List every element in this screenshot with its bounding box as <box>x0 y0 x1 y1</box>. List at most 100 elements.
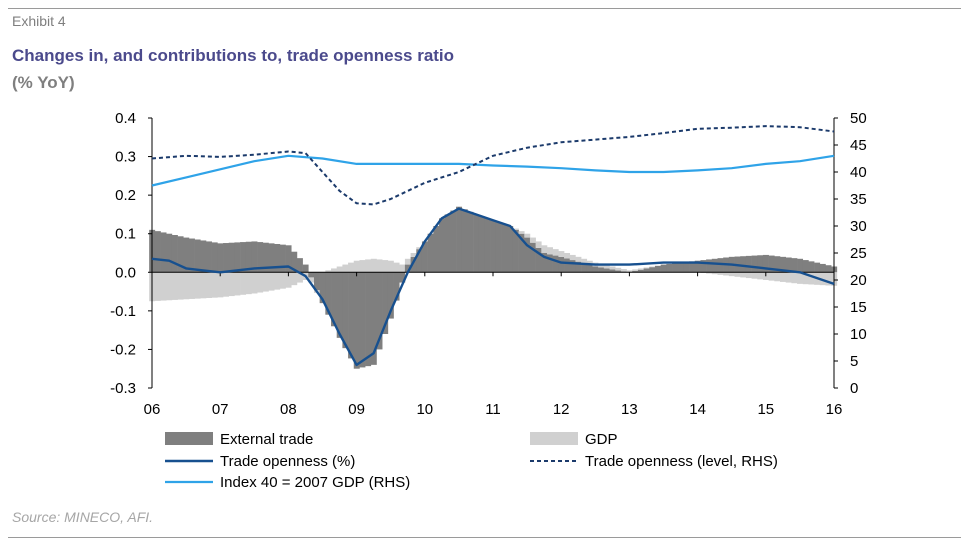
bar-external-trade <box>467 211 474 273</box>
chart-subtitle: (% YoY) <box>12 73 75 92</box>
bar-external-trade <box>745 255 752 273</box>
bar-gdp <box>808 272 815 285</box>
bar-external-trade <box>382 272 389 334</box>
bar-external-trade <box>399 272 406 283</box>
bar-external-trade <box>279 244 286 273</box>
series-line-index-gdp <box>151 154 835 187</box>
legend-label-trade-openness-level: Trade openness (level, RHS) <box>585 453 778 470</box>
legend-swatch-gdp <box>530 432 578 445</box>
bar-external-trade <box>689 261 696 273</box>
bar-external-trade <box>200 240 207 273</box>
bar-external-trade <box>512 229 519 273</box>
right-tick-label: 0 <box>850 380 858 397</box>
bar-gdp <box>825 272 832 286</box>
bar-external-trade <box>569 260 576 273</box>
bar-gdp <box>581 258 588 264</box>
bar-gdp <box>603 265 610 269</box>
bar-external-trade <box>529 242 536 273</box>
bar-external-trade <box>706 259 713 273</box>
line-layer <box>151 125 835 367</box>
bar-external-trade <box>188 238 195 273</box>
bar-external-trade <box>359 272 366 368</box>
bar-external-trade <box>819 263 826 273</box>
bar-external-trade <box>518 233 525 273</box>
bar-external-trade <box>342 272 349 349</box>
bar-gdp <box>546 247 553 255</box>
bar-external-trade <box>552 255 559 273</box>
bar-gdp <box>706 272 713 274</box>
bar-external-trade <box>780 256 786 273</box>
bar-gdp <box>325 270 332 273</box>
bar-external-trade <box>319 272 326 304</box>
bar-external-trade <box>234 242 241 273</box>
right-tick-label: 20 <box>850 272 867 289</box>
bar-gdp <box>518 231 525 234</box>
bar-external-trade <box>461 209 468 273</box>
bar-external-trade <box>541 253 548 273</box>
x-tick-label: 06 <box>144 401 161 418</box>
bar-gdp <box>166 272 173 301</box>
bar-external-trade <box>296 258 303 273</box>
bar-gdp <box>205 272 212 298</box>
right-tick-label: 30 <box>850 218 867 235</box>
bar-gdp <box>370 258 377 273</box>
left-tick-label: -0.1 <box>110 303 136 320</box>
bar-gdp <box>296 272 303 283</box>
bar-external-trade <box>274 244 281 273</box>
exhibit-label: Exhibit 4 <box>12 13 66 29</box>
bar-external-trade <box>456 206 463 273</box>
bar-external-trade <box>694 260 701 273</box>
bar-external-trade <box>762 254 769 273</box>
bar-gdp <box>717 272 724 275</box>
bar-external-trade <box>433 226 440 273</box>
bar-external-trade <box>632 271 639 273</box>
left-tick-label: 0.0 <box>115 264 136 281</box>
bar-gdp <box>177 272 184 300</box>
bar-gdp <box>268 272 275 291</box>
bar-gdp <box>342 264 349 273</box>
bar-gdp <box>797 272 804 284</box>
x-tick-label: 16 <box>826 401 843 418</box>
bar-external-trade <box>637 269 644 273</box>
left-tick-label: 0.2 <box>115 187 136 204</box>
left-tick-label: -0.2 <box>110 341 136 358</box>
right-tick-label: 10 <box>850 326 867 343</box>
bar-gdp <box>791 272 798 284</box>
bar-gdp <box>279 272 286 289</box>
bar-external-trade <box>393 272 400 301</box>
bar-external-trade <box>592 266 599 273</box>
bar-gdp <box>274 272 281 290</box>
bar-external-trade <box>313 272 320 291</box>
right-tick-label: 25 <box>850 245 867 262</box>
bar-external-trade <box>825 265 832 273</box>
bar-gdp <box>188 272 195 299</box>
bar-gdp <box>512 228 519 230</box>
bar-external-trade <box>802 260 809 273</box>
bar-external-trade <box>183 237 190 273</box>
bar-external-trade <box>700 260 707 273</box>
bar-external-trade <box>603 268 610 273</box>
bar-gdp <box>308 277 315 283</box>
bar-external-trade <box>507 226 514 273</box>
x-tick-label: 09 <box>348 401 365 418</box>
x-tick-label: 08 <box>280 401 297 418</box>
bar-layer <box>149 206 838 369</box>
bar-gdp <box>643 267 650 269</box>
x-tick-label: 12 <box>553 401 570 418</box>
bar-gdp <box>228 272 235 297</box>
bar-external-trade <box>654 265 661 273</box>
bar-external-trade <box>421 241 428 273</box>
bar-gdp <box>637 268 644 270</box>
bar-gdp <box>399 264 406 273</box>
right-tick-label: 50 <box>850 110 867 127</box>
bar-external-trade <box>348 272 355 359</box>
bar-external-trade <box>228 242 235 273</box>
chart-title: Changes in, and contributions to, trade … <box>12 46 455 65</box>
bar-gdp <box>348 262 355 273</box>
bar-external-trade <box>410 256 417 273</box>
bar-gdp <box>393 262 400 273</box>
bar-external-trade <box>791 258 798 273</box>
bar-external-trade <box>325 272 332 315</box>
bar-external-trade <box>444 214 451 273</box>
